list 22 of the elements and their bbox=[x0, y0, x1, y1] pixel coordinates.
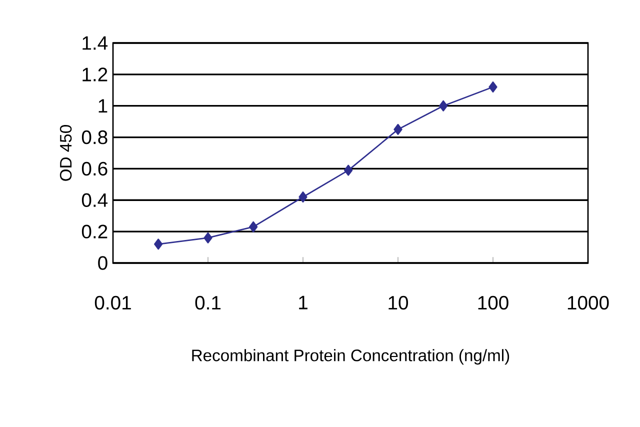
x-axis-title: Recombinant Protein Concentration (ng/ml) bbox=[192, 349, 510, 365]
x-tick-label: 1 bbox=[299, 296, 308, 310]
x-tick-label: 1000 bbox=[568, 296, 609, 310]
point bbox=[488, 81, 498, 93]
point bbox=[344, 164, 353, 176]
y-axis-title: OD 450 bbox=[60, 125, 72, 181]
y-tick-label: 1 bbox=[98, 99, 108, 113]
x-tick-label: 100 bbox=[478, 296, 508, 310]
y-tick-label: 1.4 bbox=[82, 36, 108, 50]
y-tick-label: 0.4 bbox=[82, 193, 108, 208]
y-tick-label: 0.2 bbox=[82, 224, 108, 238]
point bbox=[154, 238, 163, 250]
point bbox=[248, 221, 258, 232]
x-tick-label: 10 bbox=[388, 296, 408, 310]
y-tick-label: 0.8 bbox=[82, 130, 108, 144]
y-tick-label: 1.2 bbox=[82, 68, 108, 82]
x-tick-label: 0.01 bbox=[94, 296, 131, 310]
point bbox=[298, 191, 308, 203]
y-tick-label: 0 bbox=[98, 256, 108, 270]
x-tick-label: 0.1 bbox=[195, 296, 221, 310]
y-tick-label: 0.6 bbox=[82, 162, 108, 176]
point bbox=[394, 124, 402, 135]
